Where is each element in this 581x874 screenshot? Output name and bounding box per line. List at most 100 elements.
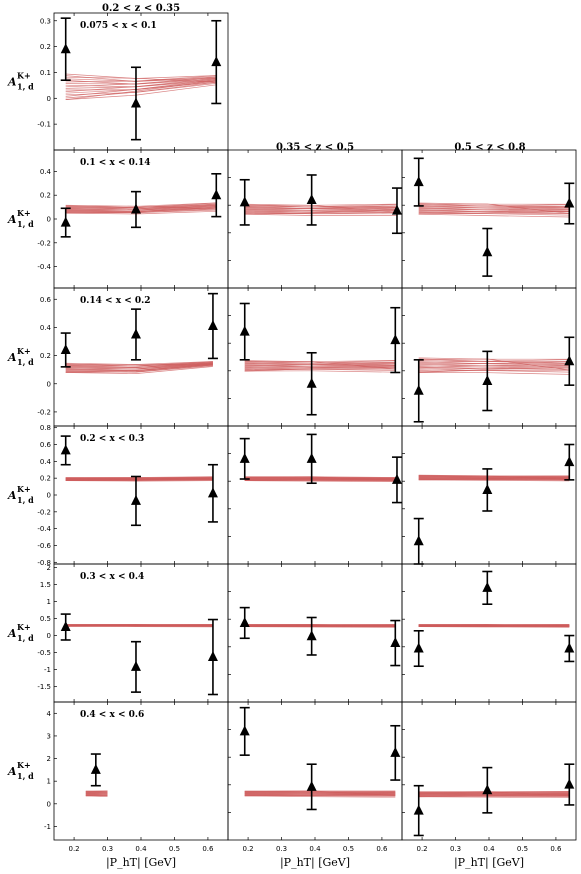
y-tick-label: 0.3 bbox=[40, 17, 51, 25]
panel-r2-c0: -0.2 0 0.2 0.4 0.6 0.14 < x < 0.2 A K+1, d bbox=[7, 287, 229, 427]
data-point bbox=[211, 172, 222, 218]
col-header-1: 0.2 < z < 0.35 bbox=[102, 3, 180, 14]
replica-line bbox=[244, 370, 396, 373]
panel-r2-c2 bbox=[401, 287, 577, 427]
replica-line bbox=[244, 213, 397, 216]
y-label-sup: K+ bbox=[17, 760, 31, 770]
y-tick-label: 0.2 bbox=[40, 43, 51, 51]
y-tick-label: -1 bbox=[44, 666, 51, 674]
replica-line bbox=[65, 625, 213, 627]
y-tick-label: -0.2 bbox=[37, 239, 51, 247]
y-tick-label: -1.5 bbox=[37, 683, 51, 691]
y-tick-label: 0.5 bbox=[40, 615, 51, 623]
data-point bbox=[306, 616, 317, 656]
panel-frame bbox=[401, 149, 577, 289]
y-tick-label: 4 bbox=[47, 710, 52, 718]
y-tick-label: 0.1 bbox=[40, 69, 51, 77]
data-point bbox=[390, 619, 401, 667]
data-point bbox=[564, 336, 575, 386]
y-label-main: A bbox=[7, 76, 17, 89]
panel-frame bbox=[227, 287, 403, 427]
y-tick-label: 0.8 bbox=[40, 424, 51, 432]
data-point bbox=[482, 468, 493, 512]
model-band bbox=[65, 624, 213, 628]
data-point bbox=[60, 435, 71, 466]
y-axis-label: A K+1, d bbox=[7, 208, 34, 229]
y-tick-label: 0.4 bbox=[40, 458, 52, 466]
y-label-main: A bbox=[7, 765, 17, 778]
panel-frame bbox=[401, 425, 577, 565]
col-header-2: 0.35 < z < 0.5 bbox=[276, 142, 354, 153]
triangle-marker bbox=[207, 487, 218, 498]
y-tick-label: -0.4 bbox=[37, 263, 51, 271]
replica-line bbox=[418, 207, 570, 212]
data-point bbox=[391, 456, 402, 504]
replica-line bbox=[85, 794, 108, 797]
x-tick-label: 0.2 bbox=[69, 845, 80, 853]
y-label-main: A bbox=[7, 627, 17, 640]
panel-r3-c2 bbox=[401, 425, 577, 565]
panel-r1-c1 bbox=[227, 149, 403, 289]
y-tick-label: 0.2 bbox=[40, 475, 51, 483]
x-tick-label: 0.5 bbox=[517, 845, 528, 853]
model-band bbox=[244, 790, 396, 798]
panel-frame bbox=[401, 287, 577, 427]
triangle-marker bbox=[211, 189, 222, 200]
data-point bbox=[130, 66, 141, 141]
y-tick-label: -0.8 bbox=[37, 559, 51, 567]
row-label: 0.3 < x < 0.4 bbox=[80, 572, 144, 582]
data-point bbox=[482, 766, 493, 814]
triangle-marker bbox=[564, 355, 575, 366]
x-tick-label: 0.6 bbox=[202, 845, 214, 853]
replica-line bbox=[418, 625, 570, 628]
y-label-sup: K+ bbox=[17, 484, 31, 494]
triangle-marker bbox=[391, 473, 402, 484]
model-band bbox=[418, 791, 570, 799]
replica-line bbox=[418, 211, 570, 216]
panel-r4-c0: -1.5 -1 -0.5 0 0.5 1 1.5 2 0.3 < x < 0.4 A K+1, d bbox=[7, 563, 229, 703]
panel-frame bbox=[401, 701, 577, 841]
triangle-marker bbox=[391, 204, 402, 215]
x-tick-label: 0.3 bbox=[102, 845, 113, 853]
x-axis-label: |P_hT| [GeV] bbox=[280, 856, 350, 870]
x-tick-label: 0.4 bbox=[309, 845, 321, 853]
triangle-marker bbox=[482, 784, 493, 795]
data-point bbox=[130, 308, 141, 361]
row-label: 0.4 < x < 0.6 bbox=[80, 710, 144, 720]
y-axis-label: A K+1, d bbox=[7, 346, 34, 367]
panel-frame bbox=[53, 287, 229, 427]
x-axis-label: |P_hT| [GeV] bbox=[454, 856, 524, 870]
x-tick-label: 0.4 bbox=[483, 845, 495, 853]
panel-frame bbox=[53, 149, 229, 289]
x-axis-labels: 0.2 0.3 0.4 0.5 0.6 |P_hT| [GeV] 0.2 0.3 0.4 0.5 0… bbox=[69, 845, 563, 870]
panel-frame bbox=[227, 149, 403, 289]
triangle-marker bbox=[130, 97, 141, 108]
y-tick-label: 0.2 bbox=[40, 192, 51, 200]
triangle-marker bbox=[207, 651, 218, 662]
triangle-marker bbox=[482, 246, 493, 257]
row-label: 0.1 < x < 0.14 bbox=[80, 158, 151, 168]
y-axis-label: A K+1, d bbox=[7, 484, 34, 505]
data-point bbox=[207, 618, 218, 696]
triangle-marker bbox=[306, 780, 317, 791]
triangle-marker bbox=[482, 581, 493, 592]
y-tick-label: 1 bbox=[47, 778, 51, 786]
triangle-marker bbox=[60, 216, 71, 227]
triangle-marker bbox=[60, 43, 71, 54]
y-tick-label: -0.5 bbox=[37, 649, 51, 657]
replica-line bbox=[418, 211, 570, 215]
x-tick-label: 0.6 bbox=[376, 845, 388, 853]
data-point bbox=[306, 433, 317, 485]
triangle-marker bbox=[130, 328, 141, 339]
replica-line bbox=[85, 790, 108, 793]
panel-frame bbox=[53, 701, 229, 841]
data-point bbox=[239, 178, 250, 226]
y-tick-label: 2 bbox=[47, 564, 51, 572]
triangle-marker bbox=[306, 377, 317, 388]
data-point bbox=[306, 763, 317, 811]
y-tick-label: 0 bbox=[47, 632, 51, 640]
panel-frame bbox=[227, 701, 403, 841]
data-point bbox=[239, 437, 250, 480]
panel-grid: -0.100.10.20.3 0.075 < x < 0.1A K+1, d-0.4… bbox=[7, 12, 577, 841]
